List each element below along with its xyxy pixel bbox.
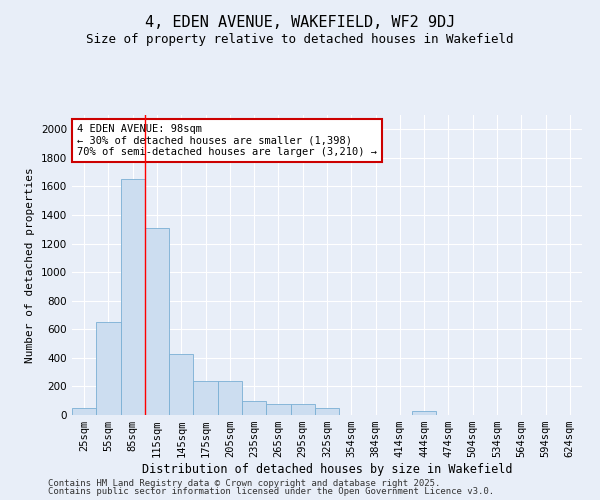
Bar xyxy=(96,322,121,415)
Y-axis label: Number of detached properties: Number of detached properties xyxy=(25,167,35,363)
Bar xyxy=(193,380,218,415)
Bar xyxy=(72,408,96,415)
Text: Contains HM Land Registry data © Crown copyright and database right 2025.: Contains HM Land Registry data © Crown c… xyxy=(48,478,440,488)
Bar xyxy=(266,404,290,415)
Bar xyxy=(145,228,169,415)
Bar xyxy=(218,380,242,415)
Text: Size of property relative to detached houses in Wakefield: Size of property relative to detached ho… xyxy=(86,32,514,46)
Bar xyxy=(242,400,266,415)
Text: 4, EDEN AVENUE, WAKEFIELD, WF2 9DJ: 4, EDEN AVENUE, WAKEFIELD, WF2 9DJ xyxy=(145,15,455,30)
Bar xyxy=(169,354,193,415)
Bar xyxy=(290,404,315,415)
Text: 4 EDEN AVENUE: 98sqm
← 30% of detached houses are smaller (1,398)
70% of semi-de: 4 EDEN AVENUE: 98sqm ← 30% of detached h… xyxy=(77,124,377,157)
Bar xyxy=(315,408,339,415)
Bar xyxy=(121,180,145,415)
X-axis label: Distribution of detached houses by size in Wakefield: Distribution of detached houses by size … xyxy=(142,463,512,476)
Text: Contains public sector information licensed under the Open Government Licence v3: Contains public sector information licen… xyxy=(48,487,494,496)
Bar xyxy=(412,410,436,415)
